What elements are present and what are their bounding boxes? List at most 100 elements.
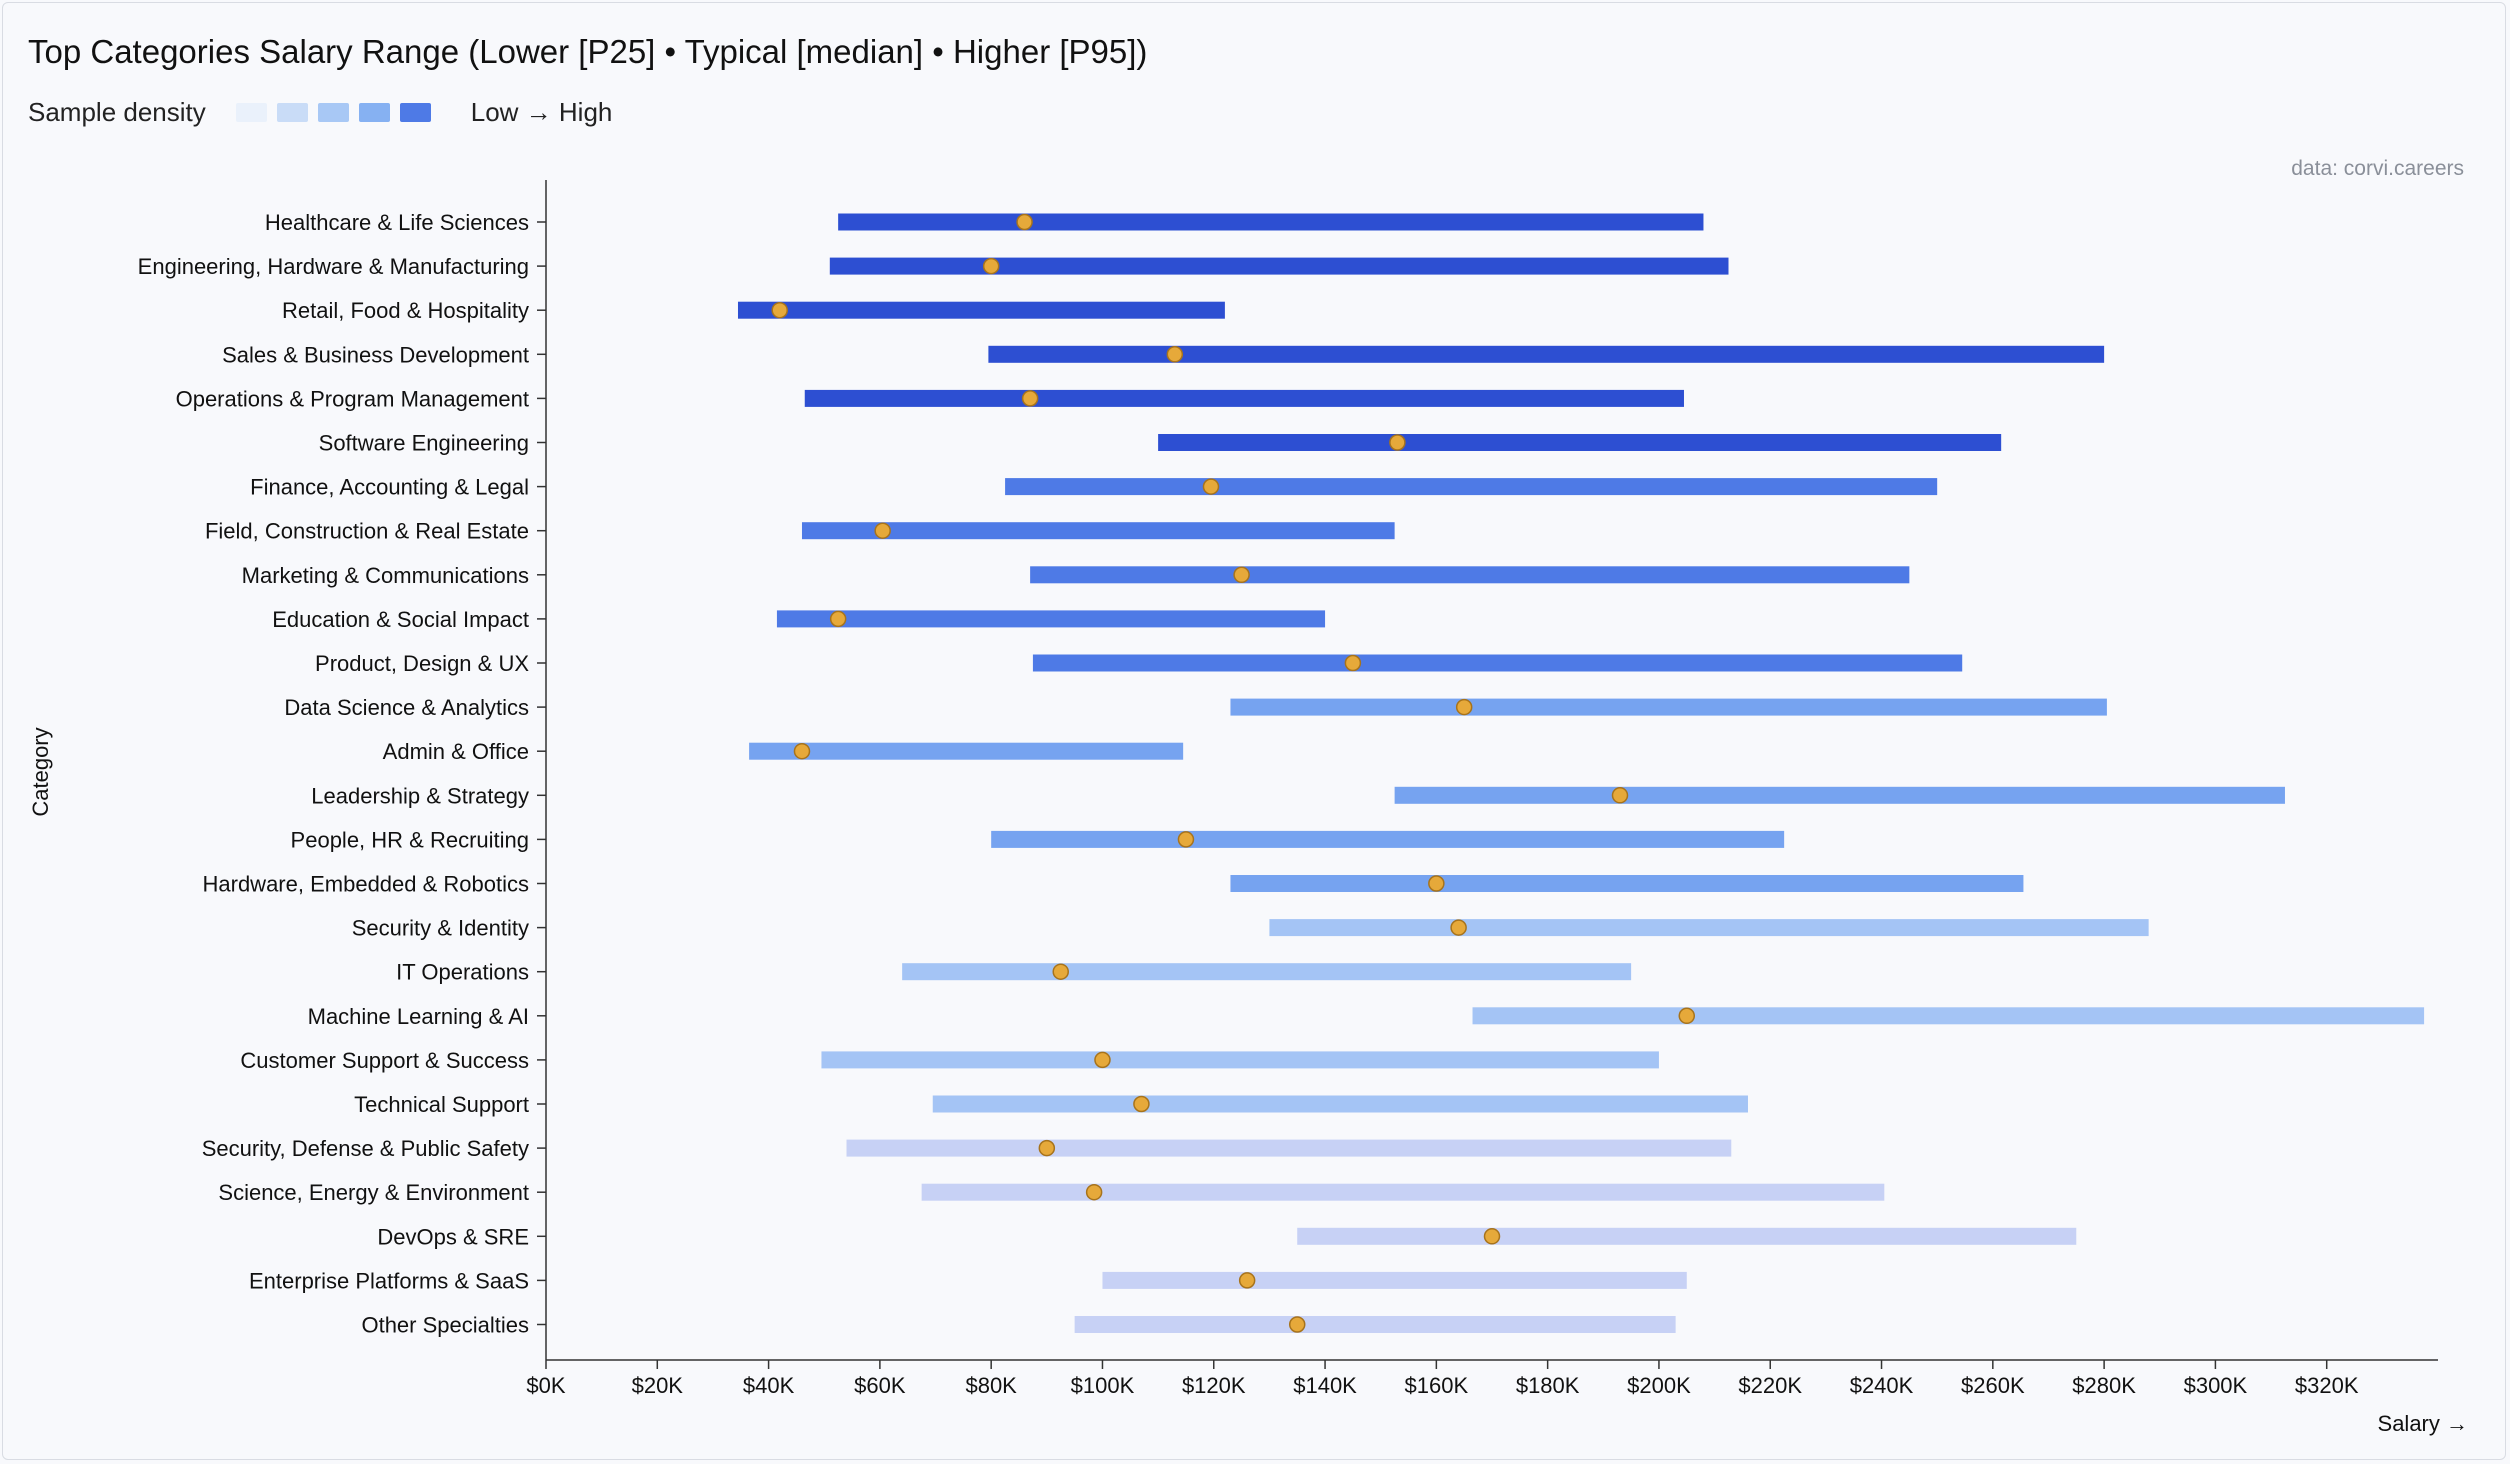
category-label: Customer Support & Success: [240, 1048, 529, 1073]
range-bar[interactable]: [821, 1051, 1659, 1069]
category-label: Product, Design & UX: [315, 651, 529, 676]
category-label: Retail, Food & Hospitality: [282, 298, 529, 323]
median-marker[interactable]: [874, 522, 891, 539]
range-bar[interactable]: [1074, 1316, 1676, 1333]
category-label: Healthcare & Life Sciences: [265, 210, 529, 235]
source-note: data: corvi.careers: [2291, 157, 2464, 180]
median-marker[interactable]: [829, 610, 847, 628]
x-tick-label: $100K: [1071, 1373, 1135, 1398]
category-label: Education & Social Impact: [272, 607, 529, 632]
median-marker[interactable]: [1389, 434, 1406, 451]
range-bar[interactable]: [801, 522, 1395, 540]
category-label: Leadership & Strategy: [311, 783, 529, 808]
category-label: People, HR & Recruiting: [291, 827, 529, 852]
median-marker[interactable]: [1233, 566, 1250, 584]
y-axis-label: Category: [28, 727, 53, 816]
category-row: Marketing & Communications: [242, 563, 1910, 588]
range-bar[interactable]: [1230, 875, 2024, 892]
median-marker[interactable]: [1450, 919, 1467, 936]
median-marker[interactable]: [1177, 831, 1195, 848]
category-row: Sales & Business Development: [222, 342, 2105, 367]
x-tick-label: $160K: [1405, 1373, 1469, 1398]
legend-swatch-4: [358, 102, 390, 122]
median-marker[interactable]: [1133, 1095, 1150, 1113]
x-tick-label: $240K: [1850, 1373, 1914, 1398]
category-label: Data Science & Analytics: [284, 695, 529, 720]
category-row: Software Engineering: [319, 431, 2002, 456]
category-label: Machine Learning & AI: [308, 1004, 529, 1029]
range-bar[interactable]: [1158, 434, 2002, 451]
category-label: Technical Support: [354, 1092, 529, 1117]
legend-label: Sample density: [28, 96, 206, 127]
range-bar[interactable]: [1472, 1007, 2425, 1025]
median-marker[interactable]: [1094, 1051, 1111, 1069]
range-bar[interactable]: [921, 1183, 1885, 1201]
category-row: IT Operations: [396, 960, 1632, 985]
median-marker[interactable]: [771, 301, 788, 319]
range-bar[interactable]: [1394, 786, 2285, 804]
range-bar[interactable]: [1032, 654, 1963, 672]
range-bar[interactable]: [932, 1095, 1748, 1113]
median-marker[interactable]: [1344, 654, 1362, 672]
median-marker[interactable]: [1016, 213, 1033, 231]
median-marker[interactable]: [1038, 1139, 1056, 1157]
median-marker[interactable]: [1238, 1272, 1256, 1289]
range-bar[interactable]: [804, 389, 1684, 407]
category-label: Hardware, Embedded & Robotics: [203, 872, 530, 897]
range-bar[interactable]: [776, 610, 1326, 628]
median-marker[interactable]: [1202, 478, 1220, 495]
category-label: Security, Defense & Public Safety: [202, 1136, 529, 1161]
legend-scale-label: Low → High: [470, 96, 613, 127]
legend-swatch-3: [317, 102, 349, 122]
median-marker[interactable]: [1611, 787, 1629, 804]
median-marker[interactable]: [1455, 698, 1473, 716]
category-label: Field, Construction & Real Estate: [205, 519, 529, 544]
median-marker[interactable]: [1678, 1007, 1696, 1025]
median-marker[interactable]: [1085, 1183, 1103, 1201]
median-marker[interactable]: [793, 742, 811, 760]
range-bar[interactable]: [838, 213, 1704, 231]
range-bar[interactable]: [1297, 1227, 2077, 1245]
range-bar[interactable]: [829, 257, 1729, 275]
median-marker[interactable]: [1483, 1228, 1501, 1245]
range-bar[interactable]: [1230, 698, 2107, 716]
range-bar[interactable]: [846, 1139, 1732, 1157]
median-marker[interactable]: [982, 257, 1000, 275]
range-bar[interactable]: [902, 963, 1632, 981]
category-rows: Healthcare & Life Sciences Engineering, H…: [138, 210, 2425, 1338]
range-bar[interactable]: [737, 301, 1225, 319]
category-label: Science, Energy & Environment: [218, 1180, 529, 1205]
category-label: Software Engineering: [319, 431, 529, 456]
median-marker[interactable]: [1052, 963, 1069, 980]
category-row: Security & Identity: [352, 916, 2149, 941]
x-axis-label: Salary →: [2378, 1411, 2468, 1436]
x-tick-label: $0K: [526, 1373, 565, 1398]
category-row: People, HR & Recruiting: [291, 827, 1785, 852]
category-row: Admin & Office: [383, 739, 1184, 764]
category-label: IT Operations: [396, 960, 529, 985]
category-row: Finance, Accounting & Legal: [250, 475, 1938, 500]
category-row: Data Science & Analytics: [284, 695, 2107, 720]
category-label: Engineering, Hardware & Manufacturing: [138, 254, 529, 279]
median-marker[interactable]: [1021, 390, 1039, 407]
median-marker[interactable]: [1288, 1316, 1306, 1333]
category-row: Other Specialties: [361, 1313, 1676, 1338]
range-bar[interactable]: [988, 345, 2105, 363]
range-bar[interactable]: [1005, 478, 1938, 496]
category-row: Machine Learning & AI: [308, 1004, 2425, 1029]
category-row: Field, Construction & Real Estate: [205, 519, 1395, 544]
x-tick-label: $80K: [965, 1373, 1017, 1398]
category-row: Engineering, Hardware & Manufacturing: [138, 254, 1729, 279]
range-bar[interactable]: [991, 830, 1785, 848]
median-marker[interactable]: [1428, 875, 1445, 892]
range-bar[interactable]: [1030, 566, 1910, 584]
range-bar[interactable]: [1269, 919, 2149, 937]
range-bar[interactable]: [1102, 1271, 1687, 1289]
category-row: Retail, Food & Hospitality: [282, 298, 1225, 323]
category-row: DevOps & SRE: [377, 1224, 2077, 1249]
range-bar[interactable]: [749, 742, 1184, 760]
category-row: Science, Energy & Environment: [218, 1180, 1885, 1205]
legend-swatches: [235, 102, 441, 122]
median-marker[interactable]: [1166, 346, 1184, 363]
